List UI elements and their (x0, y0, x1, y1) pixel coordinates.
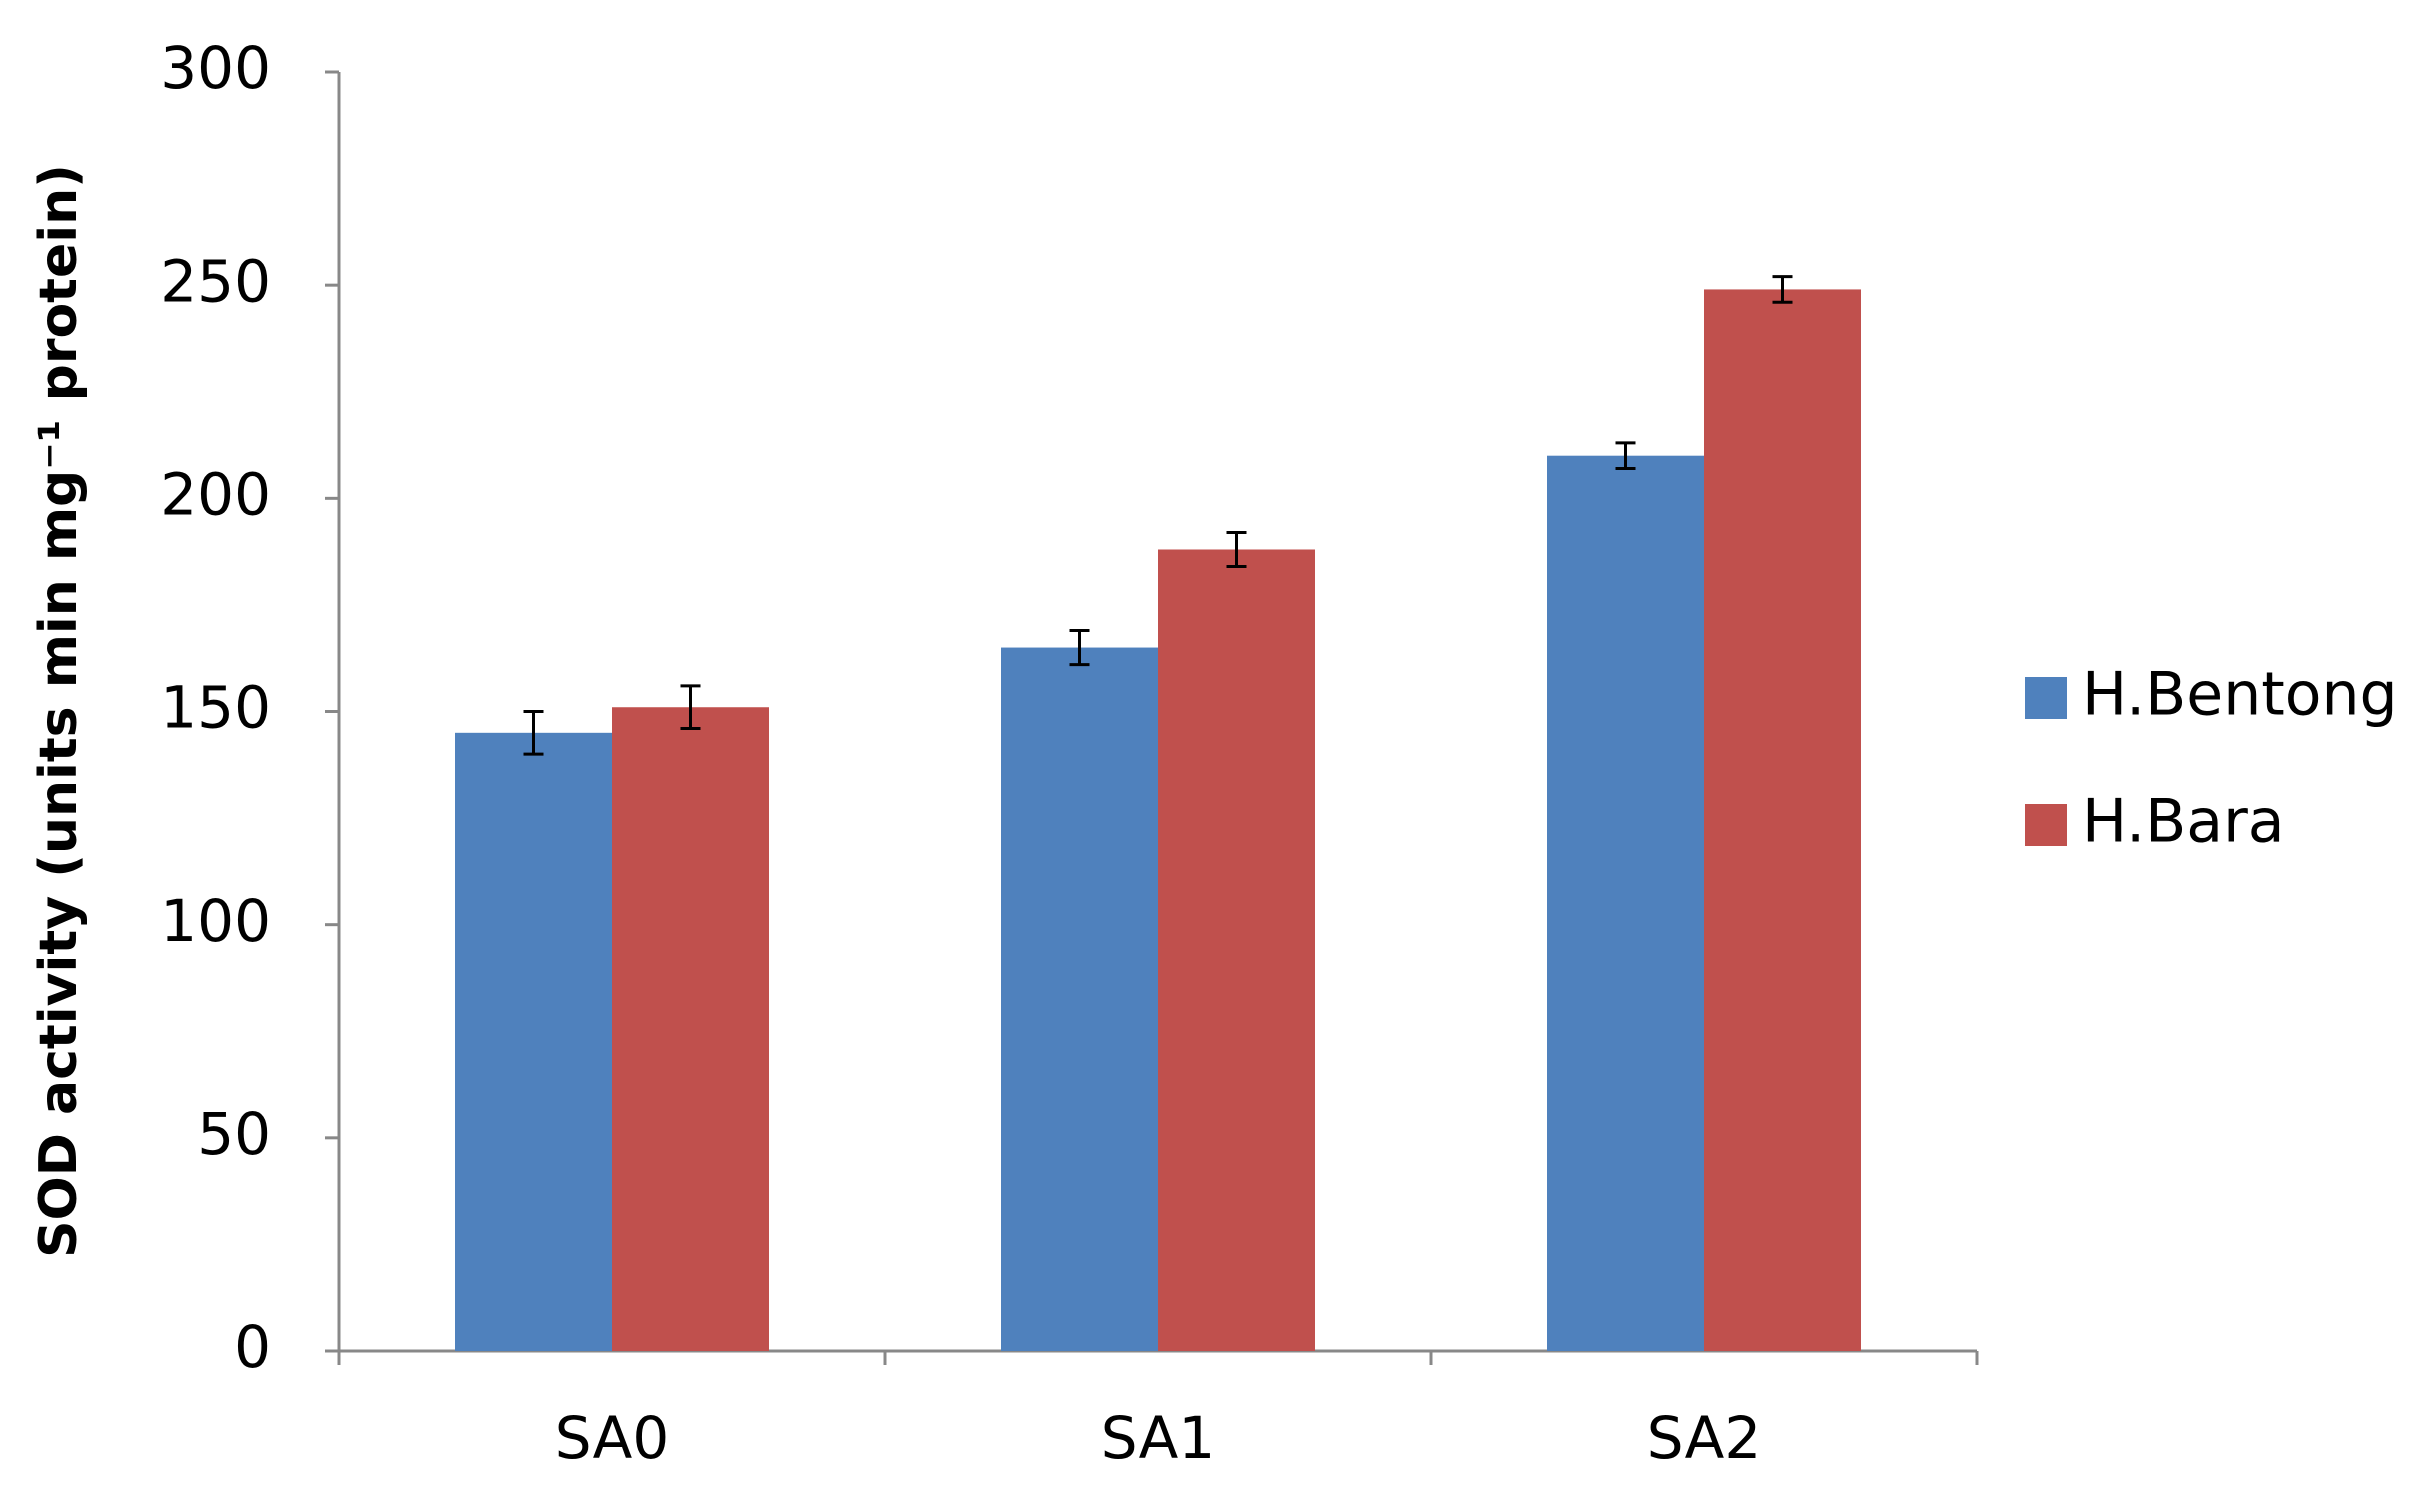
legend-label: H.Bentong (2082, 660, 2398, 730)
error-bar (1069, 628, 1090, 667)
bar (1547, 455, 1704, 1351)
x-tick-label: SA1 (1101, 1404, 1215, 1472)
legend-swatch (2025, 677, 2067, 719)
y-tick-label: 150 (160, 674, 271, 742)
bar (1001, 647, 1158, 1351)
bar (1158, 549, 1315, 1351)
error-bar (1772, 275, 1793, 304)
y-tick-label: 0 (234, 1313, 271, 1381)
error-bar (1226, 530, 1247, 569)
bar (1704, 289, 1861, 1352)
legend-swatch (2025, 804, 2067, 846)
legend-label: H.Bara (2082, 787, 2285, 857)
error-bar (680, 684, 701, 731)
y-tick-label: 300 (160, 34, 271, 102)
x-tick-label: SA0 (555, 1404, 669, 1472)
y-tick-label: 50 (197, 1100, 271, 1168)
y-tick-label: 100 (160, 887, 271, 955)
y-tick-label: 200 (160, 460, 271, 528)
y-tick-label: 250 (160, 247, 271, 315)
x-tick-label: SA2 (1647, 1404, 1761, 1472)
bar (612, 707, 769, 1351)
error-bar (1615, 441, 1636, 470)
y-axis-label: SOD activity (units min mg⁻¹ protein) (29, 164, 89, 1258)
bar (455, 732, 612, 1351)
error-bar (523, 710, 544, 756)
